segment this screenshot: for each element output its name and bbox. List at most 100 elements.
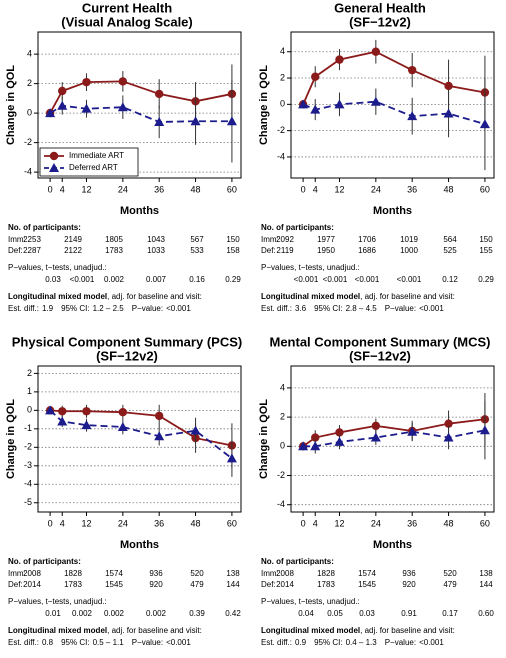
y-tick-label: -4 (277, 499, 285, 509)
chart-subtitle: (SF−12v2) (349, 348, 411, 363)
marker (311, 72, 320, 81)
table-heading: No. of participants: (261, 557, 334, 566)
row-label: Def: (8, 246, 23, 255)
marker (443, 432, 454, 442)
model-heading: Longitudinal mixed model, adj. for basel… (8, 292, 202, 301)
y-tick-label: 0 (280, 99, 285, 109)
marker (45, 108, 56, 118)
count: 1828 (317, 569, 335, 578)
marker (58, 407, 67, 416)
count: 2014 (276, 580, 294, 589)
marker (154, 411, 164, 421)
p-label: P−value: (132, 304, 163, 313)
x-tick-label: 60 (227, 184, 237, 194)
model-label: Longitudinal mixed model (8, 626, 107, 635)
p-value: 0.04 (298, 609, 314, 618)
legend-label: Deferred ART (69, 163, 118, 172)
model-heading: Longitudinal mixed model, adj. for basel… (261, 626, 455, 635)
y-tick-label: 4 (280, 46, 285, 56)
est-value: 3.6 (295, 304, 307, 313)
p-value: 0.03 (45, 275, 61, 284)
p-value: <0.001 (419, 638, 444, 647)
marker (370, 432, 381, 442)
model-estimate: Est. diff.: 1.9 95% CI: 1.2 – 2.5 P−value: <0… (8, 304, 191, 313)
marker (117, 421, 128, 431)
y-tick-label: -1 (24, 423, 32, 433)
count: 520 (443, 569, 457, 578)
ci-label: 95% CI: (61, 638, 89, 647)
count: 1686 (358, 246, 376, 255)
chart-title: Current Health (82, 0, 172, 15)
count: 1783 (105, 246, 123, 255)
x-tick-label: 36 (154, 518, 164, 528)
series-line (302, 418, 486, 448)
y-tick-label: -2 (277, 470, 285, 480)
table-heading: No. of participants: (261, 223, 334, 232)
y-tick-label: 1 (27, 386, 32, 396)
row-label: Imm: (261, 569, 279, 578)
x-tick-label: 60 (480, 518, 490, 528)
p-value: <0.001 (166, 304, 191, 313)
count: 2092 (276, 235, 294, 244)
model-note: , adj. for baseline and visit: (360, 292, 455, 301)
marker (45, 405, 56, 415)
p-value: 0.002 (104, 275, 125, 284)
y-tick-label: -4 (277, 151, 285, 161)
p-value: 0.002 (72, 609, 93, 618)
marker (82, 407, 91, 416)
p-value: 0.60 (478, 609, 494, 618)
x-axis-label: Months (373, 539, 412, 551)
count: 936 (402, 569, 416, 578)
series-line (49, 409, 233, 460)
x-tick-label: 60 (227, 518, 237, 528)
marker (117, 102, 128, 112)
x-tick-label: 48 (444, 184, 454, 194)
est-label: Est. diff.: (261, 304, 292, 313)
est-value: 0.9 (295, 638, 307, 647)
count: 2119 (276, 246, 294, 255)
marker (444, 81, 453, 91)
x-tick-label: 36 (407, 184, 417, 194)
y-tick-label: -3 (24, 460, 32, 470)
x-tick-label: 36 (154, 184, 164, 194)
marker (407, 426, 418, 436)
table-heading: No. of participants: (8, 557, 81, 566)
p-value: 0.002 (146, 609, 167, 618)
y-tick-label: 0 (27, 405, 32, 415)
count: 2253 (23, 235, 41, 244)
p-label: P−value: (132, 638, 163, 647)
x-axis-label: Months (120, 205, 159, 217)
count: 2014 (23, 580, 41, 589)
ci-value: 1.2 – 2.5 (93, 304, 125, 313)
y-tick-label: 4 (27, 48, 32, 58)
count: 2122 (64, 246, 82, 255)
model-label: Longitudinal mixed model (261, 626, 360, 635)
marker (81, 103, 92, 113)
x-tick-label: 24 (371, 184, 381, 194)
count: 1574 (105, 569, 123, 578)
p-value: 0.03 (359, 609, 375, 618)
p-label: P−value: (385, 304, 416, 313)
row-label: Def: (261, 246, 276, 255)
p-value: 0.29 (225, 275, 241, 284)
chart-title: General Health (334, 0, 426, 15)
pvalues-heading: P−values, t−tests, unadjud.: (261, 597, 360, 606)
x-tick-label: 0 (301, 184, 306, 194)
est-label: Est. diff.: (261, 638, 292, 647)
marker (57, 100, 68, 110)
marker (444, 419, 453, 428)
marker (371, 421, 381, 431)
chart-subtitle: (SF−12v2) (96, 348, 158, 363)
model-heading: Longitudinal mixed model, adj. for basel… (8, 626, 202, 635)
p-value: 0.29 (478, 275, 494, 284)
marker (479, 425, 490, 435)
count: 2149 (64, 235, 82, 244)
ci-label: 95% CI: (61, 304, 89, 313)
row-label: Imm: (261, 235, 279, 244)
count: 479 (443, 580, 457, 589)
plot-frame (37, 365, 242, 513)
p-label: P−value: (385, 638, 416, 647)
count: 144 (226, 580, 240, 589)
ci-value: 0.5 – 1.1 (93, 638, 125, 647)
marker (407, 65, 417, 75)
